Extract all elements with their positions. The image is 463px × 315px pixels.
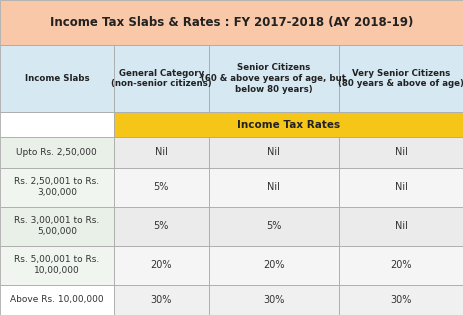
Text: Income Tax Rates: Income Tax Rates (237, 120, 340, 130)
Bar (113, 112, 463, 137)
Bar (338, 168, 463, 207)
Text: 30%: 30% (263, 295, 284, 305)
Text: 30%: 30% (390, 295, 411, 305)
Text: Nil: Nil (267, 182, 280, 192)
Bar (113, 207, 208, 246)
Text: 5%: 5% (265, 221, 281, 231)
Text: Very Senior Citizens
(80 years & above of age): Very Senior Citizens (80 years & above o… (338, 69, 463, 89)
Text: 20%: 20% (390, 260, 411, 270)
Bar (0, 112, 113, 137)
Bar (208, 45, 338, 112)
Bar (338, 137, 463, 168)
Text: Nil: Nil (155, 147, 167, 158)
Text: 5%: 5% (153, 221, 169, 231)
Text: Nil: Nil (394, 182, 407, 192)
Bar (208, 246, 338, 284)
Bar (208, 168, 338, 207)
Bar (338, 207, 463, 246)
Text: Income Tax Slabs & Rates : FY 2017-2018 (AY 2018-19): Income Tax Slabs & Rates : FY 2017-2018 … (50, 16, 413, 29)
Text: Senior Citizens
(60 & above years of age, but
below 80 years): Senior Citizens (60 & above years of age… (201, 63, 345, 94)
Bar (208, 137, 338, 168)
Text: 20%: 20% (263, 260, 284, 270)
Text: General Category
(non-senior citizens): General Category (non-senior citizens) (111, 69, 211, 89)
Bar (0, 246, 113, 284)
Text: Nil: Nil (394, 221, 407, 231)
Text: Nil: Nil (267, 147, 280, 158)
Bar (0, 45, 113, 112)
Bar (208, 207, 338, 246)
Text: 30%: 30% (150, 295, 172, 305)
Text: Rs. 3,00,001 to Rs.
5,00,000: Rs. 3,00,001 to Rs. 5,00,000 (14, 216, 99, 236)
Bar (0, 137, 113, 168)
Bar (113, 137, 208, 168)
Bar (0, 0, 463, 45)
Bar (0, 207, 113, 246)
Bar (208, 284, 338, 315)
Text: 20%: 20% (150, 260, 172, 270)
Bar (113, 168, 208, 207)
Text: Nil: Nil (394, 147, 407, 158)
Text: 5%: 5% (153, 182, 169, 192)
Bar (338, 45, 463, 112)
Text: Income Slabs: Income Slabs (25, 74, 89, 83)
Bar (113, 246, 208, 284)
Bar (338, 284, 463, 315)
Bar (0, 284, 113, 315)
Bar (113, 45, 208, 112)
Bar (0, 168, 113, 207)
Text: Upto Rs. 2,50,000: Upto Rs. 2,50,000 (16, 148, 97, 157)
Bar (113, 284, 208, 315)
Text: Rs. 5,00,001 to Rs.
10,00,000: Rs. 5,00,001 to Rs. 10,00,000 (14, 255, 99, 275)
Text: Rs. 2,50,001 to Rs.
3,00,000: Rs. 2,50,001 to Rs. 3,00,000 (14, 177, 99, 197)
Bar (338, 246, 463, 284)
Text: Above Rs. 10,00,000: Above Rs. 10,00,000 (10, 295, 103, 304)
